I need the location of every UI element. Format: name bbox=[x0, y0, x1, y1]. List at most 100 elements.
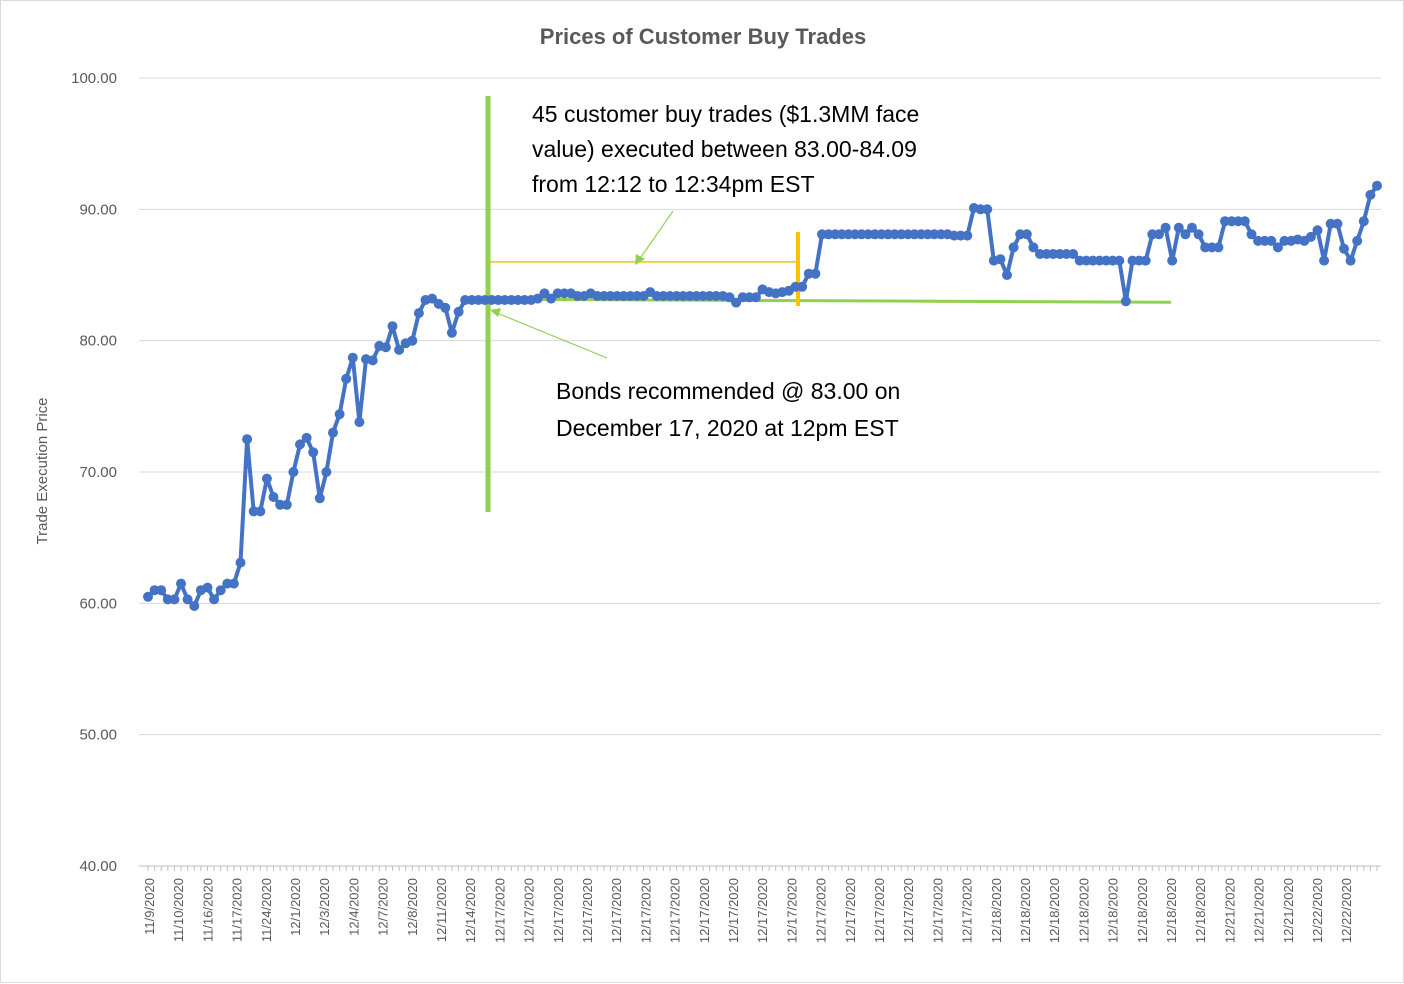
x-tick-label: 12/17/2020 bbox=[580, 878, 595, 943]
price-data-point bbox=[367, 355, 378, 366]
x-tick-label: 12/14/2020 bbox=[463, 878, 478, 943]
price-data-point bbox=[261, 473, 272, 484]
x-tick-label: 12/22/2020 bbox=[1310, 878, 1325, 943]
x-tick-label: 12/18/2020 bbox=[1193, 878, 1208, 943]
price-data-point bbox=[334, 409, 345, 420]
x-tick-label: 12/17/2020 bbox=[930, 878, 945, 943]
price-data-point bbox=[1246, 229, 1257, 240]
y-tick-label: 90.00 bbox=[79, 201, 117, 218]
x-tick-label: 12/17/2020 bbox=[726, 878, 741, 943]
price-data-point bbox=[407, 335, 418, 346]
x-tick-label: 12/18/2020 bbox=[1164, 878, 1179, 943]
price-data-point bbox=[1213, 242, 1224, 253]
x-tick-label: 12/17/2020 bbox=[551, 878, 566, 943]
x-tick-label: 12/17/2020 bbox=[843, 878, 858, 943]
annotation-arrow-line bbox=[496, 312, 608, 359]
price-data-point bbox=[255, 506, 266, 517]
price-data-point bbox=[1332, 218, 1343, 229]
x-tick-label: 12/17/2020 bbox=[901, 878, 916, 943]
price-data-point bbox=[1028, 242, 1039, 253]
price-data-point bbox=[354, 417, 365, 428]
x-tick-label: 12/17/2020 bbox=[609, 878, 624, 943]
price-data-point bbox=[1345, 255, 1356, 266]
x-tick-label: 11/24/2020 bbox=[259, 878, 274, 942]
price-data-point bbox=[446, 327, 457, 338]
price-data-point bbox=[268, 492, 279, 502]
price-data-point bbox=[380, 342, 391, 353]
x-tick-label: 12/17/2020 bbox=[697, 878, 712, 943]
price-data-point bbox=[1154, 229, 1164, 240]
price-data-point bbox=[1272, 242, 1283, 253]
x-tick-label: 12/22/2020 bbox=[1339, 878, 1354, 943]
price-data-point bbox=[156, 585, 167, 596]
price-data-point bbox=[176, 578, 186, 589]
x-tick-label: 12/17/2020 bbox=[492, 878, 507, 943]
price-data-point bbox=[321, 467, 332, 477]
x-tick-label: 11/10/2020 bbox=[171, 878, 186, 942]
x-tick-label: 12/17/2020 bbox=[784, 878, 799, 943]
x-tick-label: 12/18/2020 bbox=[1076, 878, 1091, 943]
price-data-point bbox=[810, 268, 821, 279]
price-data-point bbox=[387, 321, 398, 332]
price-data-point bbox=[235, 557, 246, 568]
price-data-point bbox=[1339, 243, 1349, 254]
price-data-point bbox=[1266, 235, 1277, 246]
x-tick-label: 12/17/2020 bbox=[960, 878, 975, 943]
price-data-point bbox=[1167, 255, 1178, 266]
price-data-point bbox=[1358, 216, 1369, 227]
x-tick-label: 12/17/2020 bbox=[814, 878, 829, 943]
price-data-point bbox=[143, 591, 153, 602]
trade-range-annotation-line: value) executed between 83.00-84.09 bbox=[532, 136, 917, 162]
price-data-point bbox=[1114, 255, 1125, 266]
x-tick-label: 12/4/2020 bbox=[346, 878, 361, 936]
trade-range-annotation-line: from 12:12 to 12:34pm EST bbox=[532, 171, 815, 197]
price-data-point bbox=[1002, 270, 1012, 280]
x-tick-label: 12/21/2020 bbox=[1281, 878, 1296, 943]
price-data-point bbox=[202, 582, 213, 593]
x-tick-label: 11/16/2020 bbox=[200, 878, 215, 942]
x-tick-label: 12/17/2020 bbox=[755, 878, 770, 943]
annotation-arrowhead bbox=[490, 308, 501, 317]
y-tick-label: 70.00 bbox=[79, 464, 117, 481]
trade-range-annotation-line: 45 customer buy trades ($1.3MM face bbox=[532, 101, 919, 127]
price-data-point bbox=[209, 594, 220, 605]
price-data-point bbox=[242, 434, 253, 445]
recommendation-price-line bbox=[487, 297, 1172, 304]
price-data-point bbox=[1312, 225, 1323, 236]
y-tick-label: 50.00 bbox=[79, 727, 117, 744]
price-data-point bbox=[1372, 180, 1382, 191]
x-tick-label: 12/1/2020 bbox=[288, 878, 303, 936]
x-tick-label: 12/3/2020 bbox=[317, 878, 332, 936]
price-data-point bbox=[281, 499, 292, 510]
price-data-point bbox=[1187, 222, 1197, 233]
price-data-point bbox=[995, 254, 1006, 265]
price-data-point bbox=[295, 439, 305, 450]
price-data-point bbox=[413, 308, 424, 319]
x-tick-label: 12/21/2020 bbox=[1222, 878, 1237, 943]
price-data-point bbox=[1140, 255, 1151, 266]
price-data-point bbox=[1319, 255, 1330, 266]
price-data-point bbox=[341, 373, 352, 384]
x-tick-label: 12/18/2020 bbox=[1018, 878, 1033, 943]
price-data-point bbox=[182, 594, 193, 605]
price-data-point bbox=[750, 292, 761, 303]
x-tick-label: 12/17/2020 bbox=[638, 878, 653, 943]
price-data-point bbox=[1068, 249, 1079, 259]
price-data-point bbox=[1173, 222, 1184, 233]
price-data-point bbox=[328, 427, 338, 438]
price-data-point bbox=[215, 585, 226, 596]
price-data-point bbox=[1193, 229, 1204, 240]
price-data-point bbox=[308, 447, 319, 458]
price-data-point bbox=[314, 493, 325, 504]
price-data-point bbox=[288, 467, 299, 477]
price-data-point bbox=[301, 432, 312, 443]
price-data-point bbox=[1160, 222, 1171, 233]
x-tick-label: 12/21/2020 bbox=[1252, 878, 1267, 943]
x-tick-label: 11/9/2020 bbox=[142, 878, 157, 935]
price-data-point bbox=[1180, 229, 1191, 240]
recommendation-annotation-line: Bonds recommended @ 83.00 on bbox=[556, 378, 900, 404]
price-data-point bbox=[1021, 229, 1032, 240]
price-data-point bbox=[228, 578, 239, 589]
